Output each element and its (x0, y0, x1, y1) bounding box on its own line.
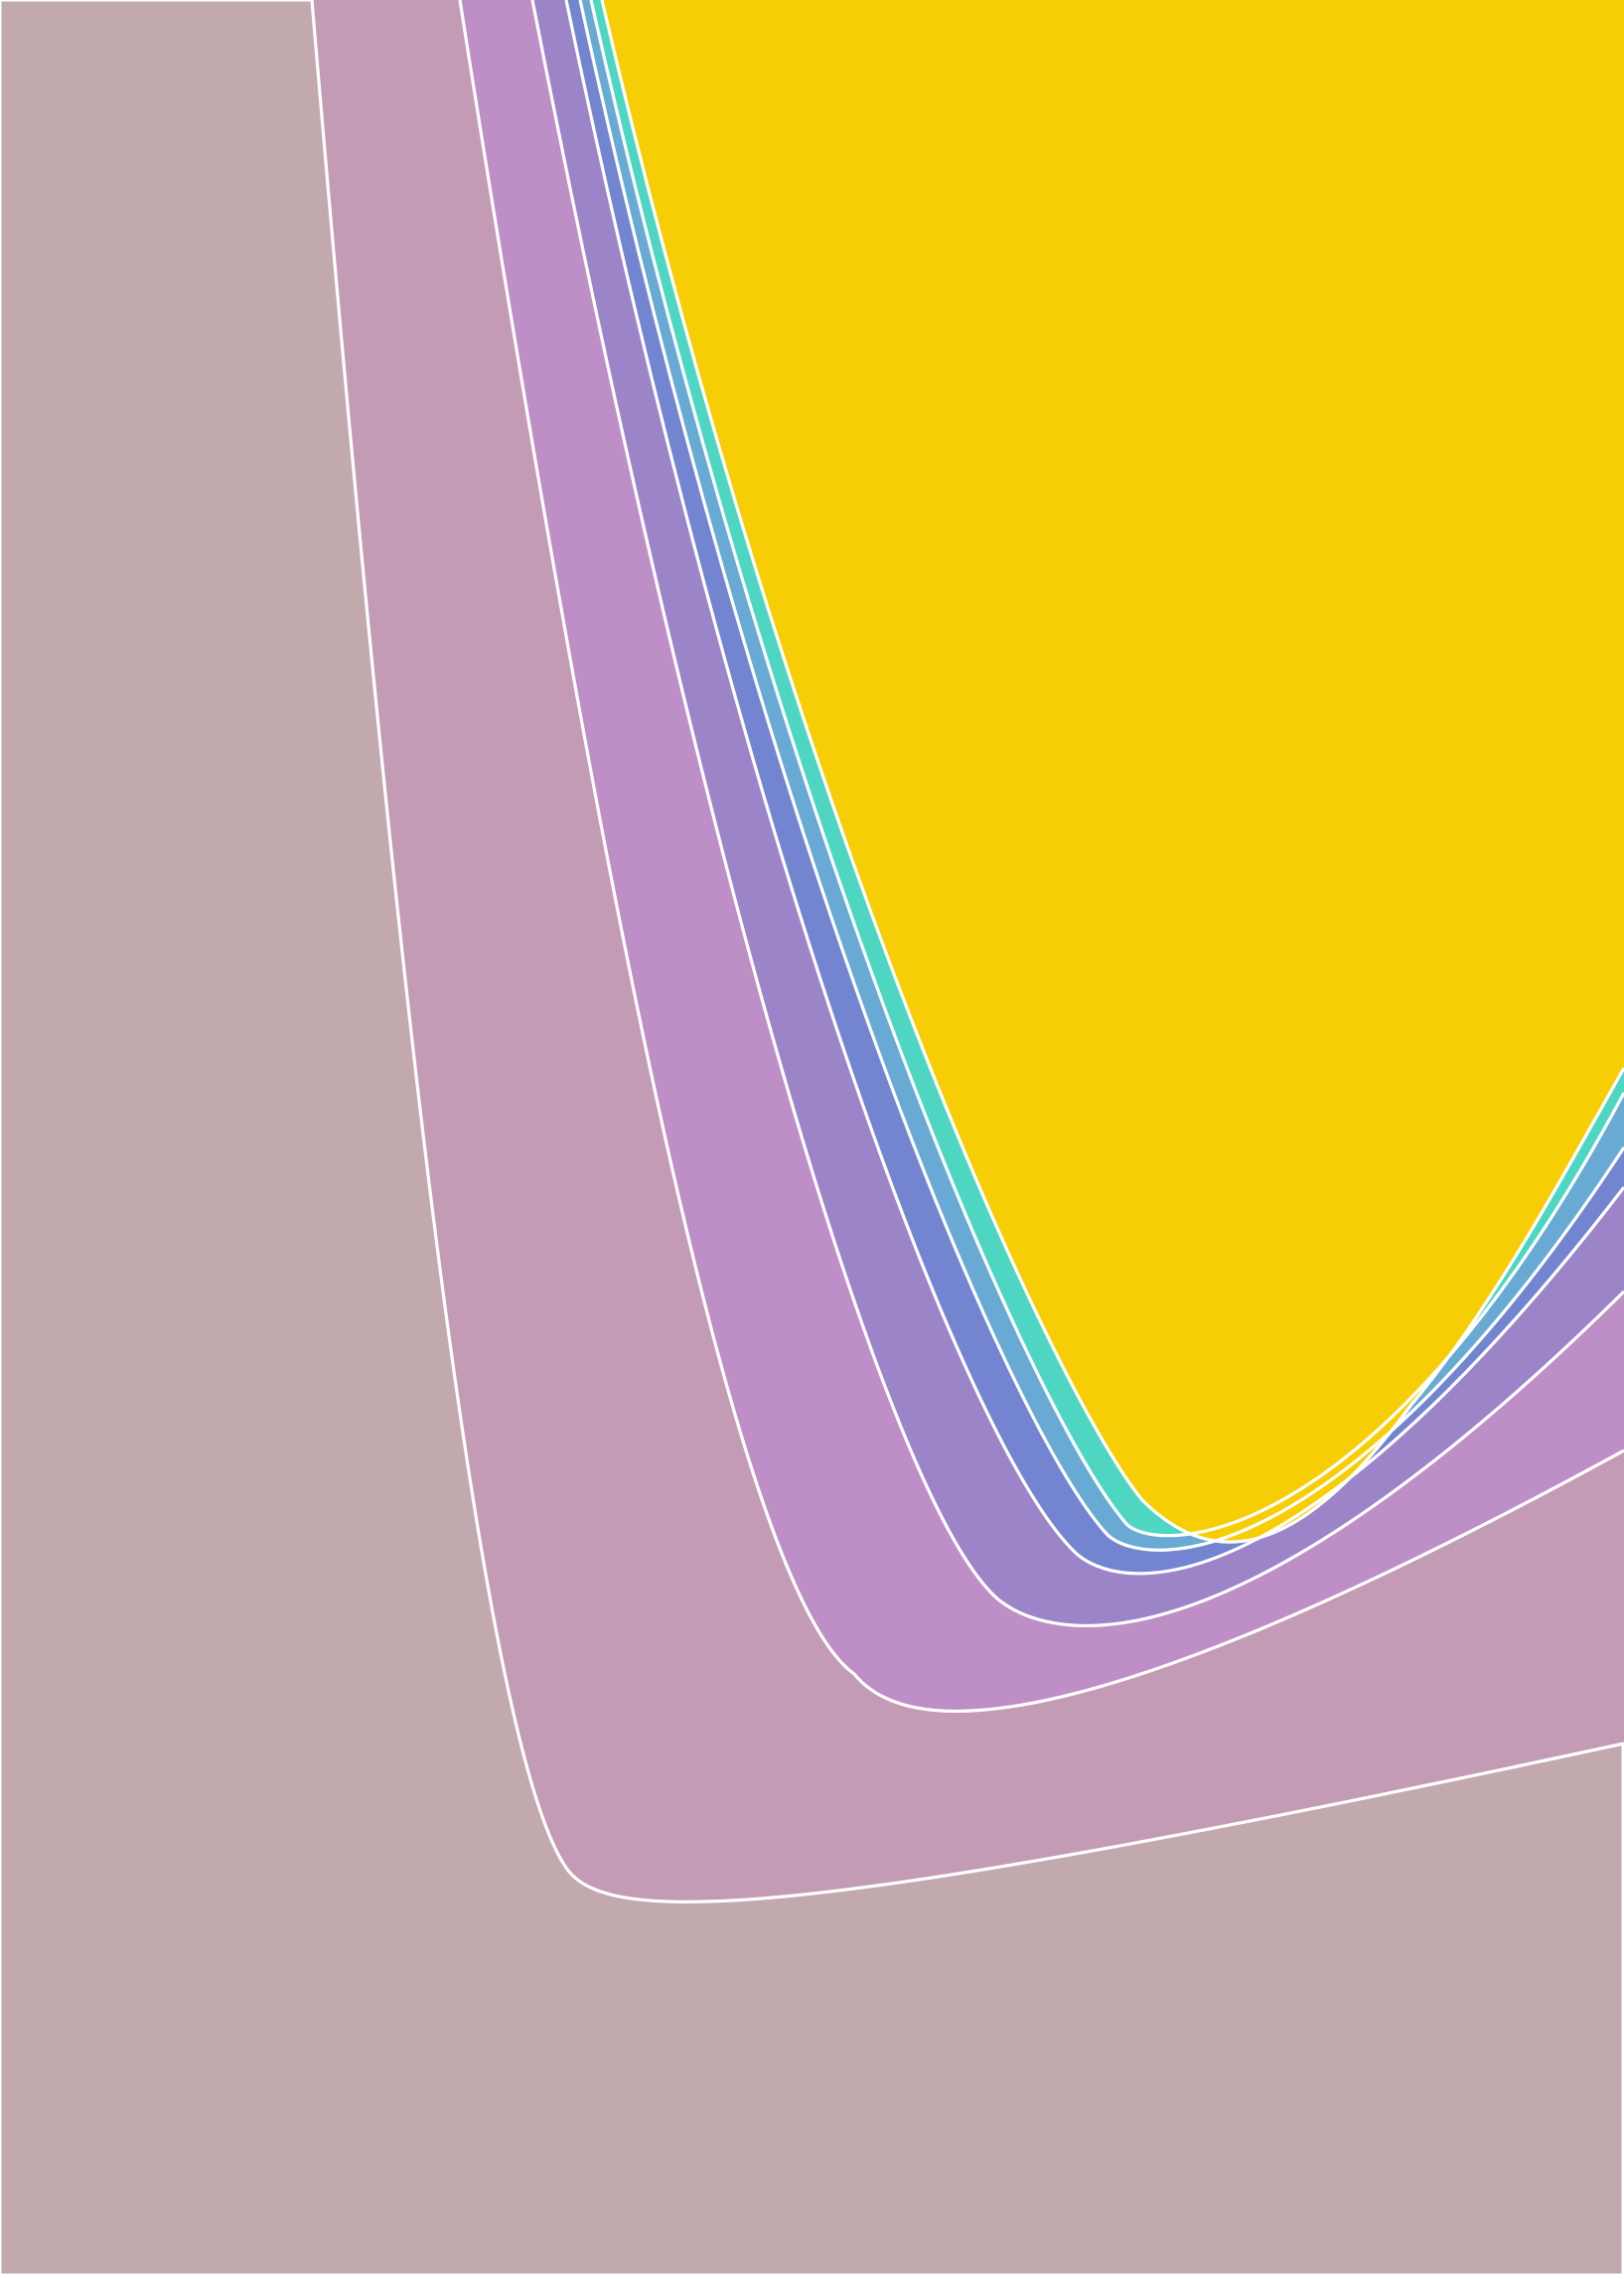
contour-lines (310, 0, 1624, 1904)
contour-line-2 (458, 0, 1624, 1714)
contour-line-1 (310, 0, 1624, 1904)
contour-line-6 (589, 0, 1624, 1538)
contour-line-5 (578, 0, 1624, 1552)
contour-line-7 (600, 0, 1624, 1544)
contour-line-3 (530, 0, 1624, 1627)
contour-line-4 (564, 0, 1624, 1576)
contour-bands (312, 0, 1624, 1902)
contour-band-7 (602, 0, 1624, 1543)
